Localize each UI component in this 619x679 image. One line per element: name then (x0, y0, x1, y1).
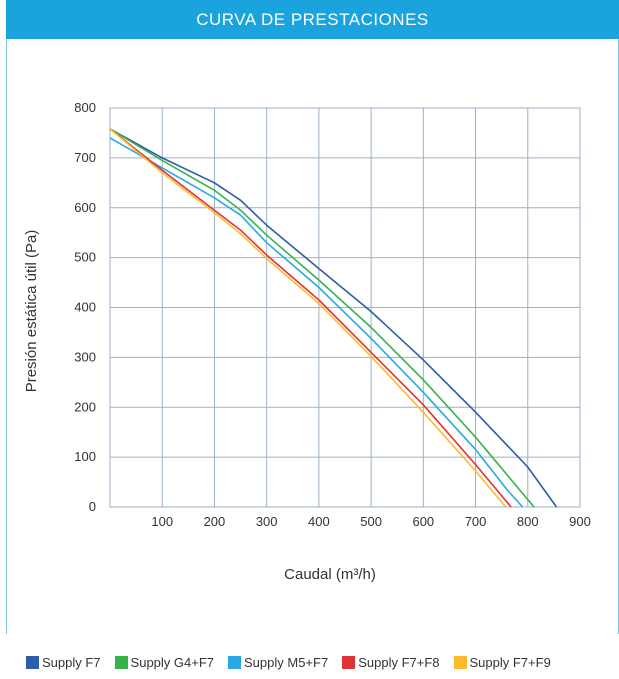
y-axis-label: Presión estática útil (Pa) (23, 230, 40, 393)
performance-chart: 100 200 300 400 500 600 700 800 900 0 100 200 300 400… (23, 100, 591, 583)
legend-label: Supply F7 (42, 655, 101, 670)
y-tick-label: 400 (74, 300, 96, 315)
y-tick-label: 100 (74, 449, 96, 464)
y-tick-label: 200 (74, 399, 96, 414)
y-tick-label: 700 (74, 150, 96, 165)
chart-header: CURVA DE PRESTACIONES (6, 0, 619, 39)
y-tick-label: 300 (74, 349, 96, 364)
series-line-supply-f7-f8 (109, 128, 512, 508)
y-tick-label: 0 (89, 499, 96, 514)
legend-swatch (342, 656, 356, 669)
grid-layer (109, 107, 581, 508)
legend-item-supply-f7-f8: Supply F7+F8 (342, 655, 440, 670)
x-tick-label: 400 (308, 514, 330, 529)
legend-swatch (26, 656, 39, 669)
x-tick-label: 700 (465, 514, 487, 529)
legend-item-supply-m5-f7: Supply M5+F7 (228, 655, 328, 670)
x-tick-label: 100 (151, 514, 173, 529)
chart-header-title: CURVA DE PRESTACIONES (196, 9, 429, 29)
legend-label: Supply G4+F7 (130, 655, 215, 670)
y-tick-label: 500 (74, 250, 96, 265)
series-line-supply-f7 (109, 128, 558, 508)
y-tick-label: 600 (74, 200, 96, 215)
x-tick-label: 300 (256, 514, 278, 529)
legend-swatch (228, 656, 242, 669)
x-tick-label: 200 (204, 514, 226, 529)
y-tick-label: 800 (74, 100, 96, 115)
legend-label: Supply F7+F9 (469, 655, 551, 670)
series-layer (109, 128, 558, 508)
tick-layer: 100 200 300 400 500 600 700 800 900 0 100 200 300 400… (74, 100, 591, 529)
legend-item-supply-f7: Supply F7 (26, 655, 101, 670)
chart-legend: Supply F7 Supply G4+F7 Supply M5+F7 Supply … (26, 655, 551, 670)
legend-label: Supply M5+F7 (244, 655, 329, 670)
x-tick-label: 500 (360, 514, 382, 529)
legend-swatch (114, 656, 128, 669)
legend-item-supply-f7-f9: Supply F7+F9 (453, 655, 551, 670)
x-tick-label: 600 (412, 514, 434, 529)
x-axis-label: Caudal (m³/h) (284, 566, 376, 583)
legend-label: Supply F7+F8 (358, 655, 440, 670)
legend-item-supply-g4-f7: Supply G4+F7 (114, 655, 215, 670)
series-line-supply-g4-f7 (109, 128, 535, 508)
x-tick-label: 900 (569, 514, 591, 529)
series-line-supply-m5-f7 (109, 137, 524, 508)
legend-swatch (453, 656, 467, 669)
x-tick-label: 800 (517, 514, 539, 529)
series-line-supply-f7-f9 (109, 128, 507, 508)
